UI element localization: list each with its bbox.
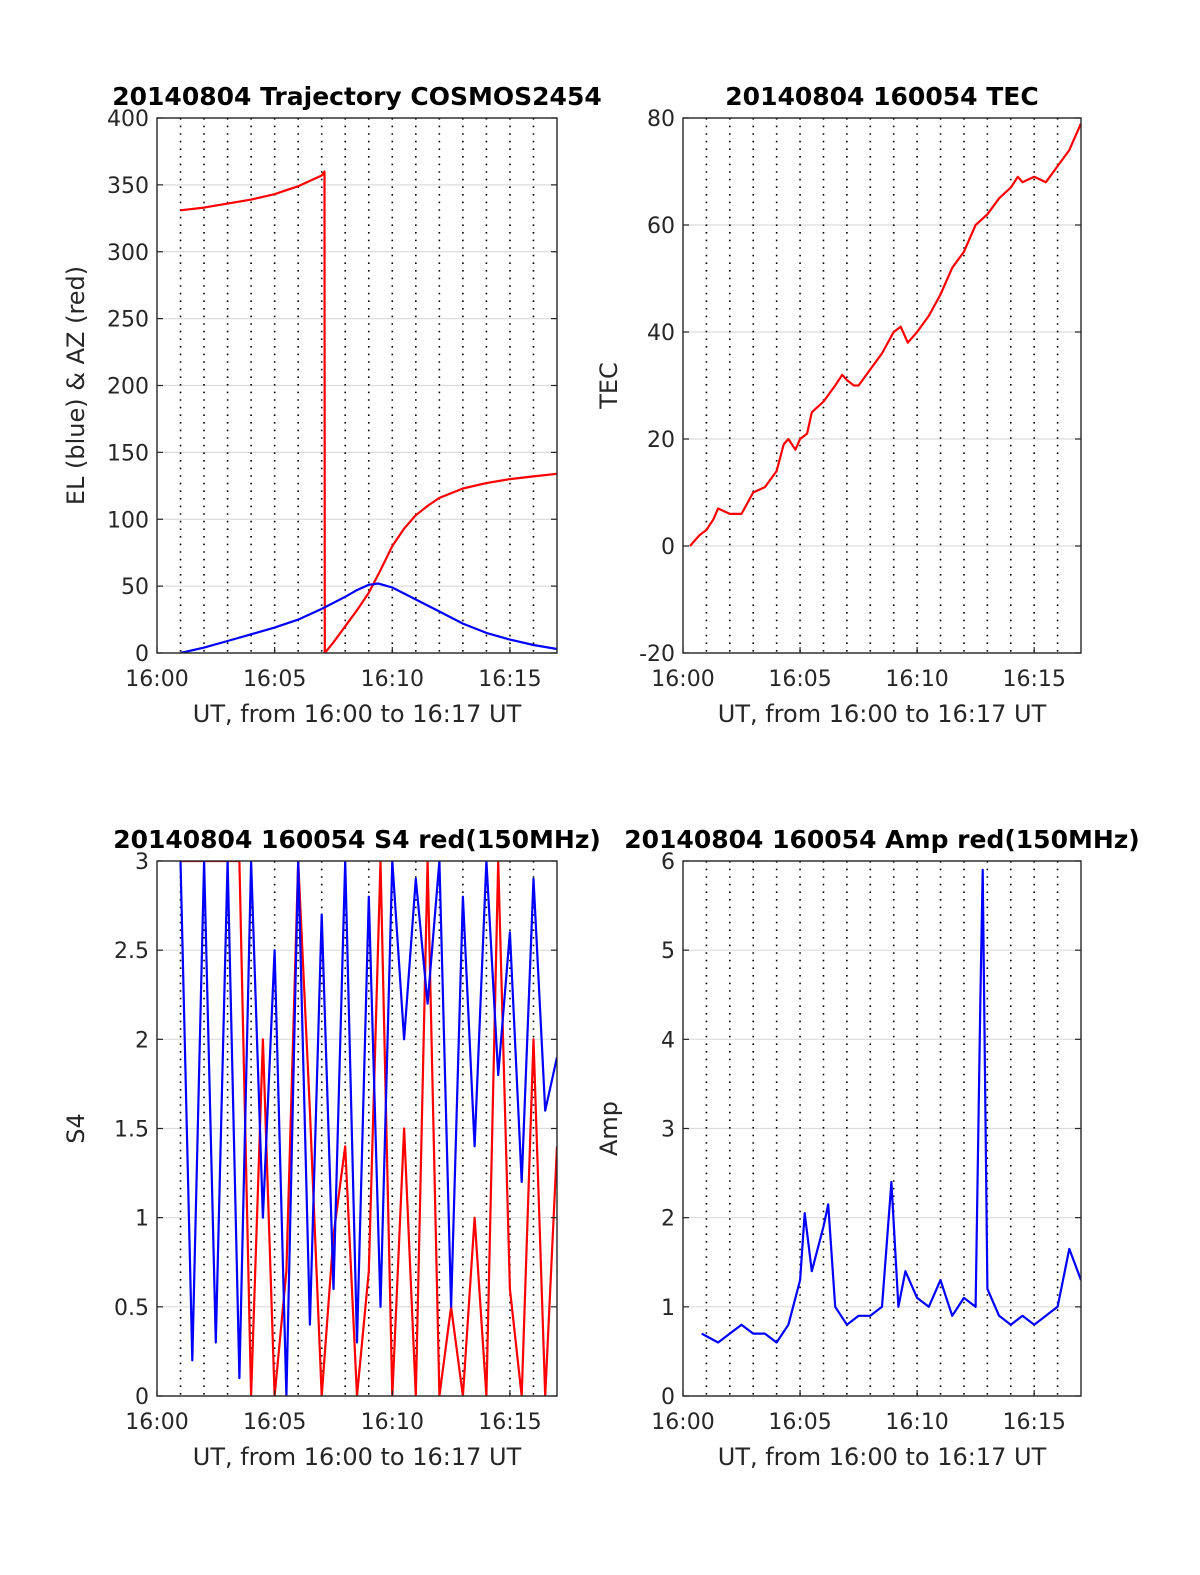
- chart-2: 0 0.5 1 1.5 2 2.5 3 16:00 16:05 16:10 16:15 2014080…: [62, 825, 601, 1471]
- y-tick-label: 1: [135, 1207, 149, 1232]
- y-tick-label: 100: [107, 508, 149, 533]
- y-axis-label: S4: [62, 1113, 90, 1144]
- x-tick-label: 16:00: [651, 1410, 714, 1435]
- x-tick-label: 16:00: [125, 667, 188, 692]
- y-tick-label: 250: [107, 308, 149, 333]
- y-axis-label: TEC: [595, 362, 623, 410]
- x-tick-label: 16:05: [768, 1410, 831, 1435]
- x-tick-label: 16:00: [651, 667, 714, 692]
- x-tick-label: 16:10: [885, 667, 948, 692]
- y-tick-label: 0: [135, 1385, 149, 1410]
- series-line: [180, 861, 557, 1396]
- y-axis-label: Amp: [595, 1101, 623, 1156]
- chart-3: 0 1 2 3 4 5 6 16:00 16:05 16:10 16:15 20140804 1600…: [595, 825, 1140, 1471]
- x-tick-label: 16:05: [243, 667, 306, 692]
- y-tick-label: 2: [135, 1028, 149, 1053]
- y-tick-label: 40: [647, 321, 675, 346]
- y-tick-label: 350: [107, 174, 149, 199]
- series-line: [180, 170, 557, 653]
- y-tick-label: 60: [647, 214, 675, 239]
- series-line: [689, 122, 1081, 547]
- x-axis-label: UT, from 16:00 to 16:17 UT: [718, 700, 1047, 728]
- x-tick-label: 16:15: [1002, 1410, 1065, 1435]
- x-tick-label: 16:05: [243, 1410, 306, 1435]
- y-tick-label: 50: [121, 575, 149, 600]
- chart-0: 0 50 100 150 200 250 300 350 400 16:00 16:05 16:10 1…: [62, 82, 602, 728]
- chart-1: -20 0 20 40 60 80 16:00 16:05 16:10 16:15 20140804…: [595, 82, 1082, 728]
- y-tick-label: 0.5: [114, 1296, 149, 1321]
- x-axis-label: UT, from 16:00 to 16:17 UT: [193, 1443, 522, 1471]
- x-tick-label: 16:10: [361, 1410, 424, 1435]
- y-tick-label: 1.5: [114, 1118, 149, 1143]
- chart-title: 20140804 160054 S4 red(150MHz): [113, 825, 601, 854]
- y-tick-label: 20: [647, 428, 675, 453]
- y-tick-label: 200: [107, 375, 149, 400]
- y-tick-label: 0: [661, 535, 675, 560]
- axes-box: [682, 117, 1082, 654]
- y-tick-label: 150: [107, 441, 149, 466]
- y-tick-label: 3: [135, 850, 149, 875]
- x-tick-label: 16:10: [885, 1410, 948, 1435]
- y-tick-label: 80: [647, 107, 675, 132]
- series-line: [180, 582, 557, 653]
- chart-title: 20140804 160054 TEC: [725, 82, 1038, 111]
- chart-title: 20140804 Trajectory COSMOS2454: [112, 82, 602, 111]
- series-line: [701, 868, 1081, 1344]
- y-tick-label: 0: [661, 1385, 675, 1410]
- y-tick-label: 2.5: [114, 939, 149, 964]
- y-tick-label: 1: [661, 1296, 675, 1321]
- x-tick-label: 16:05: [768, 667, 831, 692]
- x-tick-label: 16:15: [478, 1410, 541, 1435]
- x-tick-label: 16:15: [478, 667, 541, 692]
- y-tick-label: 0: [135, 642, 149, 667]
- x-tick-label: 16:15: [1002, 667, 1065, 692]
- y-tick-label: 4: [661, 1028, 675, 1053]
- y-tick-label: 300: [107, 241, 149, 266]
- y-axis-label: EL (blue) & AZ (red): [62, 266, 90, 505]
- y-tick-label: -20: [639, 642, 675, 667]
- x-axis-label: UT, from 16:00 to 16:17 UT: [718, 1443, 1047, 1471]
- x-tick-label: 16:10: [361, 667, 424, 692]
- y-tick-label: 6: [661, 850, 675, 875]
- y-tick-label: 3: [661, 1118, 675, 1143]
- x-tick-label: 16:00: [125, 1410, 188, 1435]
- y-tick-label: 2: [661, 1207, 675, 1232]
- y-tick-label: 400: [107, 107, 149, 132]
- series-line: [179, 861, 557, 1396]
- chart-title: 20140804 160054 Amp red(150MHz): [624, 825, 1140, 854]
- x-axis-label: UT, from 16:00 to 16:17 UT: [193, 700, 522, 728]
- y-tick-label: 5: [661, 939, 675, 964]
